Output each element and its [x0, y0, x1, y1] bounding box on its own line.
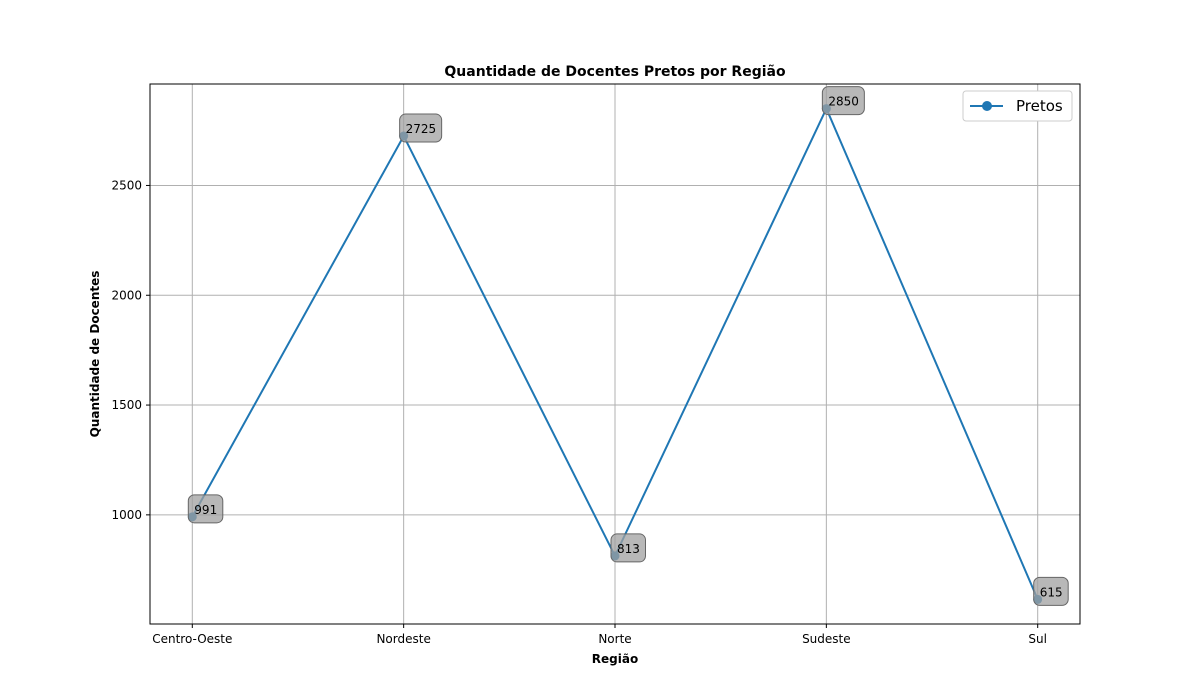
chart-title: Quantidade de Docentes Pretos por Região — [444, 64, 786, 80]
x-tick-label: Nordeste — [376, 632, 430, 646]
data-label-value: 991 — [194, 503, 217, 517]
x-axis-ticks: Centro-Oeste Nordeste Norte Sudeste Sul — [152, 624, 1047, 646]
data-labels: 991 2725 813 2850 615 — [187, 86, 1069, 606]
y-axis-ticks: 1000 1500 2000 2500 — [111, 178, 150, 522]
data-label-value: 2725 — [406, 122, 437, 136]
grid — [150, 84, 1080, 624]
data-label-box — [1033, 576, 1069, 606]
data-label-value: 615 — [1040, 585, 1063, 599]
y-tick-label: 2000 — [111, 288, 142, 302]
data-label-box — [187, 494, 224, 524]
x-tick-label: Norte — [598, 632, 631, 646]
data-label-value: 2850 — [828, 95, 859, 109]
legend: Pretos — [962, 90, 1073, 122]
data-label-box — [610, 533, 646, 563]
data-label-value: 813 — [617, 542, 640, 556]
data-label-box — [399, 113, 443, 143]
y-tick-label: 2500 — [111, 178, 142, 192]
y-tick-label: 1500 — [111, 398, 142, 412]
data-label: 991 — [187, 494, 224, 524]
data-label: 615 — [1033, 576, 1069, 606]
data-label: 2850 — [821, 86, 865, 116]
data-label-box — [821, 86, 865, 116]
y-tick-label: 1000 — [111, 508, 142, 522]
y-axis-label: Quantidade de Docentes — [88, 271, 102, 438]
legend-marker-swatch — [982, 101, 992, 111]
legend-label: Pretos — [1016, 97, 1063, 115]
data-label: 813 — [610, 533, 646, 563]
x-tick-label: Centro-Oeste — [152, 632, 232, 646]
x-tick-label: Sul — [1028, 632, 1047, 646]
x-tick-label: Sudeste — [802, 632, 851, 646]
data-label: 2725 — [399, 113, 443, 143]
x-axis-label: Região — [592, 652, 638, 666]
legend-box — [962, 90, 1073, 122]
